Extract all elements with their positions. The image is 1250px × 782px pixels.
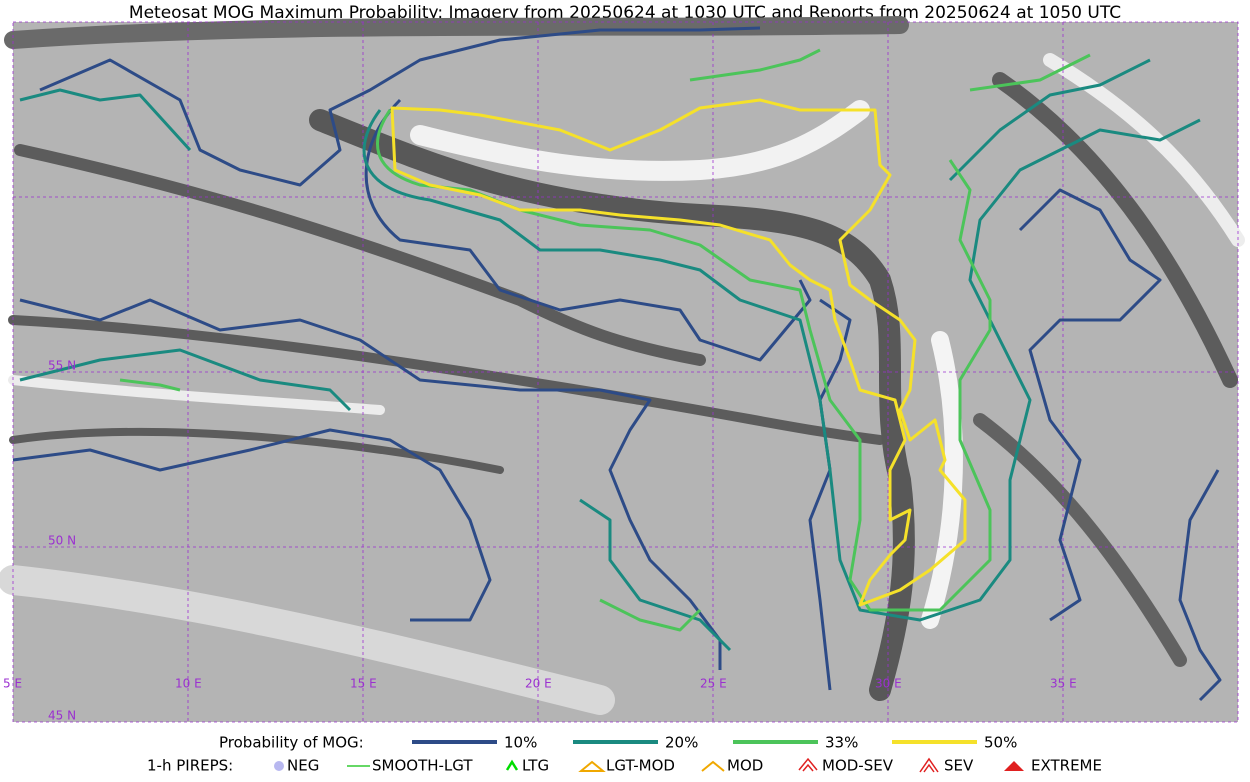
map (0, 16, 1245, 723)
icon (505, 759, 519, 771)
legend: Probability of MOG: 10% 20% 33% 50% 1-h PIREP… (147, 734, 1102, 775)
pirep-label: SEV (944, 757, 974, 775)
pirep-label: LGT-MOD (606, 757, 675, 775)
pirep-label: MOD-SEV (822, 757, 894, 775)
lat-label: 55 N (48, 359, 76, 373)
pirep-label: NEG (287, 757, 319, 775)
lon-label: 35 E (1050, 677, 1077, 691)
legend-label: 20% (665, 734, 698, 752)
lon-label: 5 E (3, 677, 22, 691)
graticule (12, 21, 1239, 723)
icon (274, 761, 284, 771)
contours (12, 26, 1222, 702)
icon (1004, 761, 1024, 771)
icon (798, 757, 818, 772)
icon (919, 757, 939, 773)
graticule-labels: 5 E 10 E 15 E 20 E 25 E 30 E 35 E 55 N 50 N 45 N (3, 359, 1077, 723)
contour-2 (119, 48, 1091, 632)
lat-label: 45 N (48, 709, 76, 723)
lon-label: 15 E (350, 677, 377, 691)
icon (578, 760, 606, 772)
pirep-label: EXTREME (1031, 757, 1102, 775)
legend-label: 33% (825, 734, 858, 752)
pireps-label: 1-h PIREPS: (147, 757, 233, 775)
legend-label: 10% (504, 734, 537, 752)
pirep-label: MOD (727, 757, 763, 775)
lon-label: 30 E (875, 677, 902, 691)
lat-label: 50 N (48, 534, 76, 548)
legend-label: 50% (984, 734, 1017, 752)
cloud-bands (0, 16, 1245, 715)
contour-3 (390, 98, 967, 607)
contour-1 (19, 58, 1201, 652)
lon-label: 10 E (175, 677, 202, 691)
pirep-label: LTG (522, 757, 549, 775)
probability-label: Probability of MOG: (219, 734, 364, 752)
lon-label: 20 E (525, 677, 552, 691)
pirep-label: SMOOTH-LGT (372, 757, 473, 775)
icon (701, 760, 725, 772)
lon-label: 25 E (700, 677, 727, 691)
